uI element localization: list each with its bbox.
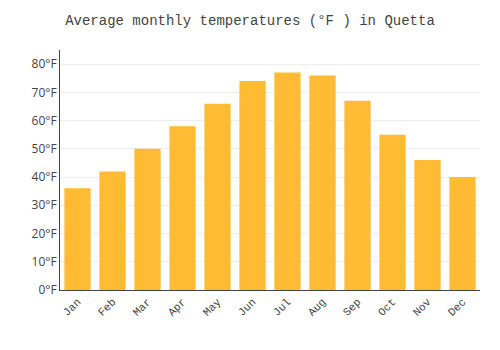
svg-text:10°F: 10°F — [32, 253, 57, 270]
svg-text:Apr: Apr — [166, 296, 188, 318]
svg-text:Feb: Feb — [96, 296, 118, 318]
svg-text:Nov: Nov — [411, 296, 434, 319]
svg-text:Jul: Jul — [271, 296, 293, 318]
svg-text:50°F: 50°F — [32, 140, 57, 157]
svg-text:Average monthly temperatures (: Average monthly temperatures (°F ) in Qu… — [65, 13, 435, 29]
svg-text:30°F: 30°F — [32, 196, 57, 213]
svg-text:Mar: Mar — [131, 296, 153, 318]
svg-text:20°F: 20°F — [32, 225, 57, 242]
svg-text:Dec: Dec — [446, 296, 468, 318]
svg-text:Sep: Sep — [341, 296, 363, 318]
svg-text:80°F: 80°F — [32, 55, 57, 72]
svg-text:60°F: 60°F — [32, 112, 57, 129]
svg-text:0°F: 0°F — [38, 281, 56, 298]
svg-text:40°F: 40°F — [32, 168, 57, 185]
svg-text:Aug: Aug — [306, 296, 328, 318]
svg-text:May: May — [201, 296, 224, 319]
svg-text:Oct: Oct — [376, 296, 398, 318]
svg-text:Jun: Jun — [236, 296, 258, 318]
svg-text:Jan: Jan — [61, 296, 83, 318]
svg-text:70°F: 70°F — [32, 84, 57, 101]
